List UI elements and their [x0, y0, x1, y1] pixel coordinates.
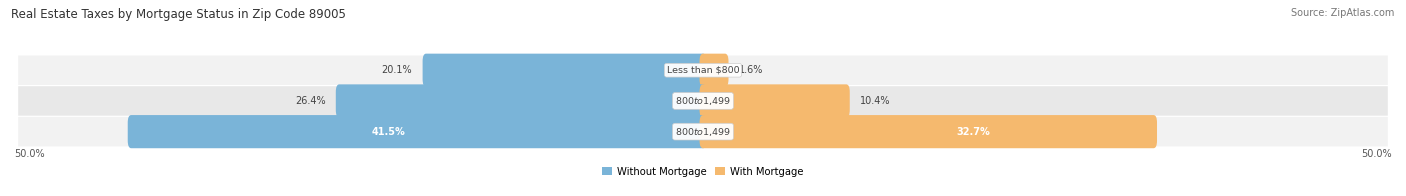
FancyBboxPatch shape [336, 84, 706, 118]
Text: 50.0%: 50.0% [14, 150, 45, 160]
Text: Source: ZipAtlas.com: Source: ZipAtlas.com [1291, 8, 1395, 18]
FancyBboxPatch shape [18, 55, 1388, 85]
Text: 50.0%: 50.0% [1361, 150, 1392, 160]
FancyBboxPatch shape [18, 117, 1388, 146]
FancyBboxPatch shape [18, 86, 1388, 116]
FancyBboxPatch shape [700, 84, 849, 118]
Text: Real Estate Taxes by Mortgage Status in Zip Code 89005: Real Estate Taxes by Mortgage Status in … [11, 8, 346, 21]
Text: $800 to $1,499: $800 to $1,499 [675, 95, 731, 107]
Legend: Without Mortgage, With Mortgage: Without Mortgage, With Mortgage [599, 163, 807, 181]
Text: 41.5%: 41.5% [371, 127, 405, 137]
Text: Less than $800: Less than $800 [666, 66, 740, 75]
FancyBboxPatch shape [423, 54, 706, 87]
FancyBboxPatch shape [128, 115, 706, 148]
Text: 1.6%: 1.6% [738, 65, 763, 75]
FancyBboxPatch shape [700, 54, 728, 87]
Text: 20.1%: 20.1% [381, 65, 412, 75]
Text: 32.7%: 32.7% [956, 127, 990, 137]
Text: $800 to $1,499: $800 to $1,499 [675, 126, 731, 138]
FancyBboxPatch shape [700, 115, 1157, 148]
Text: 10.4%: 10.4% [860, 96, 890, 106]
Text: 26.4%: 26.4% [295, 96, 325, 106]
